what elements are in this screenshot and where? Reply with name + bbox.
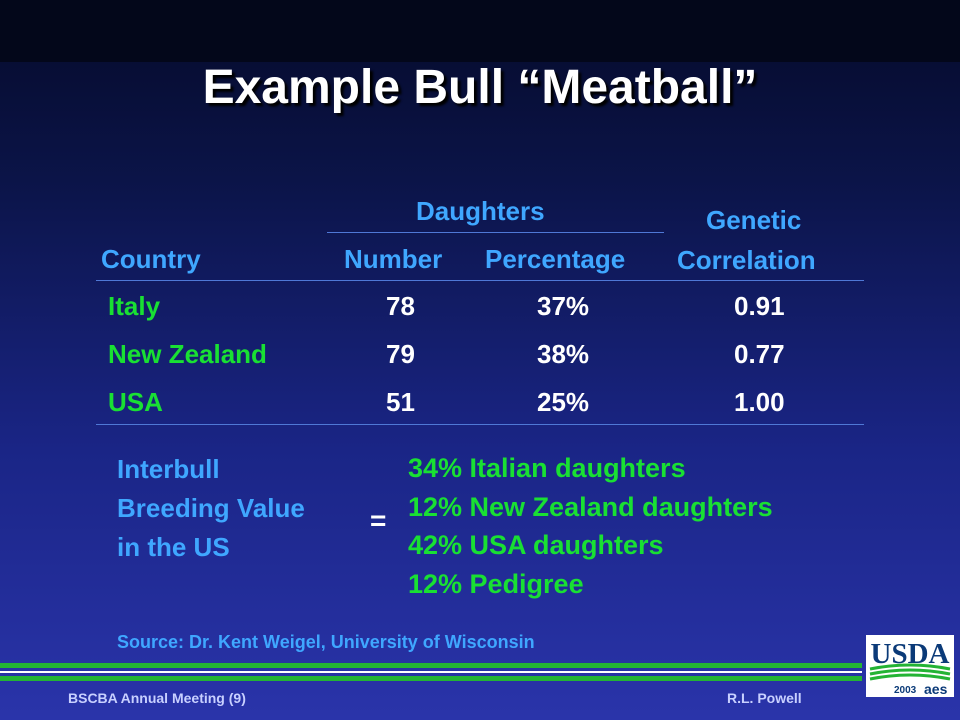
row-country: USA: [108, 387, 163, 417]
source-citation: Source: Dr. Kent Weigel, University of W…: [117, 632, 535, 652]
slide-title: Example Bull “Meatball”: [202, 61, 758, 114]
header-percentage: Percentage: [485, 244, 626, 274]
daughters-underline: [327, 232, 664, 233]
row-number: 79: [386, 339, 415, 369]
row-correlation: 0.77: [734, 339, 785, 369]
header-country: Country: [101, 244, 201, 274]
header-rule: [96, 280, 864, 281]
logo-field-stripe: [869, 668, 951, 676]
component-item: 12% Pedigree: [408, 568, 584, 599]
row-percentage: 37%: [537, 291, 590, 321]
table-bottom-rule: [96, 424, 864, 425]
row-correlation: 0.91: [734, 291, 785, 321]
footer-green-rule: [0, 663, 862, 668]
footer-meeting: BSCBA Annual Meeting (9): [68, 690, 246, 706]
component-item: 42% USA daughters: [408, 530, 664, 560]
row-correlation: 1.00: [734, 387, 785, 417]
footer-white-rule: [0, 671, 862, 673]
top-band: [0, 0, 960, 62]
logo-field-stripe: [869, 663, 951, 671]
footer-green-rule-lower: [0, 676, 862, 681]
row-percentage: 25%: [537, 387, 590, 417]
interbull-label-line: Breeding Value: [117, 493, 305, 523]
interbull-label-line: Interbull: [117, 454, 220, 484]
header-number: Number: [344, 244, 443, 274]
component-item: 34% Italian daughters: [408, 453, 686, 483]
row-country: Italy: [108, 291, 161, 321]
header-genetic: Genetic: [706, 205, 802, 235]
row-number: 78: [386, 291, 415, 321]
component-item: 12% New Zealand daughters: [408, 491, 773, 522]
interbull-components: 34% Italian daughters 12% New Zealand da…: [408, 449, 773, 603]
footer-author: R.L. Powell: [727, 690, 802, 706]
logo-field-stripe: [869, 673, 951, 681]
row-country: New Zealand: [108, 339, 267, 369]
logo-aes-badge: aes: [924, 681, 948, 697]
equals-sign: =: [370, 505, 387, 536]
row-number: 51: [386, 387, 415, 417]
logo-year: 2003: [894, 685, 917, 696]
header-daughters: Daughters: [416, 196, 545, 226]
row-percentage: 38%: [537, 339, 590, 369]
header-correlation: Correlation: [677, 245, 816, 275]
usda-logo-graphic: USDA 2003 aes: [869, 638, 951, 697]
usda-logo: USDA 2003 aes: [866, 635, 954, 697]
interbull-label-line: in the US: [117, 532, 230, 562]
